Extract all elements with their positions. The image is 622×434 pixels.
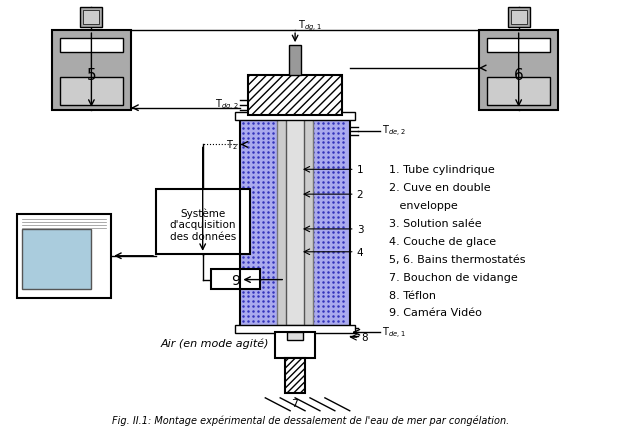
Text: T$_{dg,1}$: T$_{dg,1}$: [298, 19, 322, 33]
Text: 7. Bouchon de vidange: 7. Bouchon de vidange: [389, 272, 518, 282]
Bar: [487, 39, 550, 53]
Bar: [286, 118, 304, 326]
Bar: [248, 76, 342, 115]
Bar: [22, 230, 91, 289]
Bar: [156, 190, 251, 254]
Text: 2: 2: [356, 190, 363, 200]
Text: 9: 9: [231, 273, 240, 287]
Bar: [236, 326, 355, 333]
Bar: [275, 332, 315, 358]
Text: Air (en mode agité): Air (en mode agité): [161, 338, 269, 349]
Text: 9. Caméra Vidéo: 9. Caméra Vidéo: [389, 308, 483, 318]
Text: T$_{dg,2}$: T$_{dg,2}$: [215, 97, 238, 112]
Bar: [60, 78, 123, 105]
Bar: [236, 112, 355, 120]
Text: 8. Téflon: 8. Téflon: [389, 290, 437, 300]
Bar: [487, 78, 550, 105]
Text: 8: 8: [361, 332, 368, 342]
Bar: [289, 46, 301, 76]
Bar: [17, 214, 111, 299]
Text: 4: 4: [356, 247, 363, 257]
Text: T$_{de,1}$: T$_{de,1}$: [381, 325, 406, 340]
Text: enveloppe: enveloppe: [389, 201, 458, 210]
Bar: [287, 332, 303, 340]
Bar: [211, 269, 261, 289]
Bar: [508, 8, 529, 28]
Text: 1: 1: [356, 165, 363, 175]
Text: 7: 7: [292, 398, 299, 408]
Bar: [60, 39, 123, 53]
Text: 5: 5: [86, 68, 96, 83]
Bar: [479, 31, 559, 110]
Text: 5, 6. Bains thermostatés: 5, 6. Bains thermostatés: [389, 254, 526, 264]
Bar: [511, 11, 527, 25]
Text: T$_{de,2}$: T$_{de,2}$: [381, 124, 405, 139]
Bar: [285, 358, 305, 393]
Text: 3. Solution salée: 3. Solution salée: [389, 218, 482, 228]
Bar: [241, 115, 350, 329]
Text: 6: 6: [514, 68, 524, 83]
Text: Système
d'acquisition
des données: Système d'acquisition des données: [169, 207, 236, 241]
Text: 1. Tube cylindrique: 1. Tube cylindrique: [389, 165, 495, 175]
Bar: [83, 11, 100, 25]
Text: 3: 3: [356, 224, 363, 234]
Bar: [80, 8, 103, 28]
Text: 2. Cuve en double: 2. Cuve en double: [389, 183, 491, 193]
Text: T$_2$: T$_2$: [226, 138, 238, 152]
Bar: [241, 115, 350, 329]
Text: Fig. II.1: Montage expérimental de dessalement de l'eau de mer par congélation.: Fig. II.1: Montage expérimental de dessa…: [113, 414, 509, 425]
Text: 4. Couche de glace: 4. Couche de glace: [389, 237, 496, 247]
Bar: [277, 118, 313, 326]
Bar: [52, 31, 131, 110]
